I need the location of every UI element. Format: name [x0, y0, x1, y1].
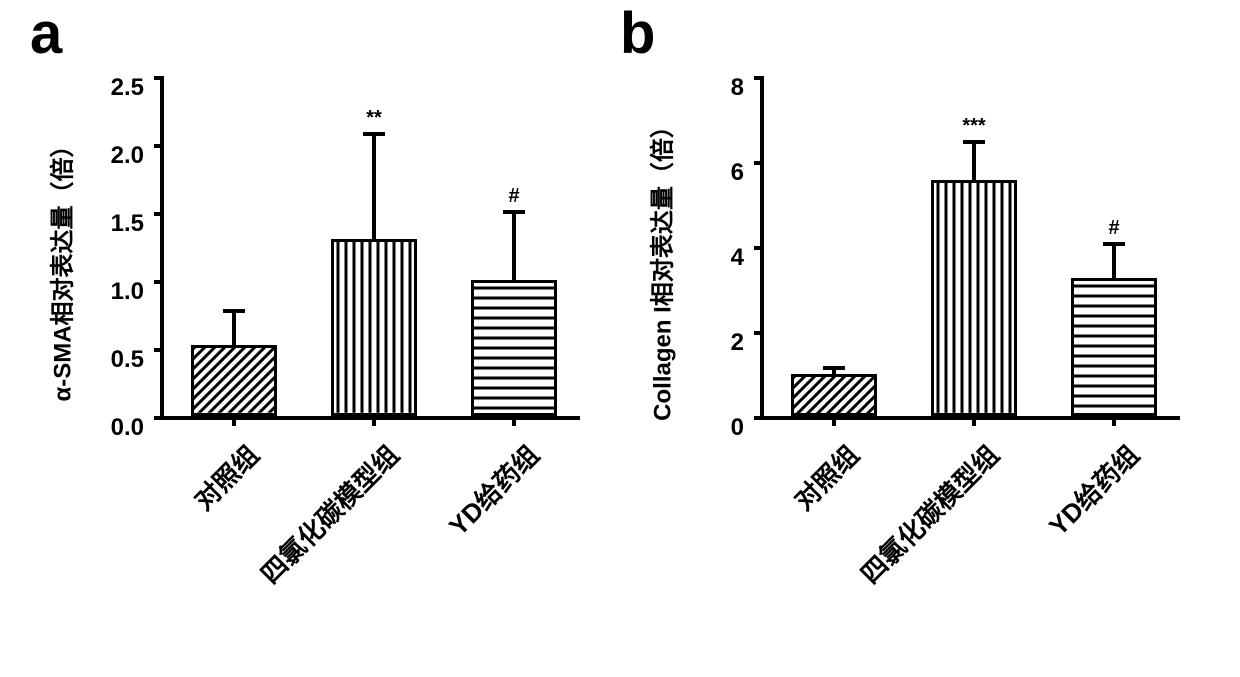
xtick-mark — [832, 416, 836, 426]
bar — [1071, 278, 1158, 416]
panel-letter: b — [620, 0, 655, 67]
panel-b: b 0 2 4 6 8 *** # Collagen I相对表达量（倍） 对照组四氯化碳模型组 YD… — [0, 0, 1240, 677]
ytick-mark — [754, 416, 764, 420]
ytick-mark — [754, 331, 764, 335]
x-category-label: 四氯化碳模型组 — [851, 436, 1006, 591]
ytick-label: 2 — [731, 329, 752, 357]
error-bar — [1112, 244, 1116, 278]
bar-pattern — [1074, 281, 1155, 413]
ytick-label: 6 — [731, 159, 752, 187]
significance-marker: *** — [934, 115, 1014, 138]
ytick-label: 4 — [731, 244, 752, 272]
error-cap — [823, 366, 845, 370]
error-cap — [1103, 242, 1125, 246]
bar — [791, 374, 878, 417]
error-cap — [963, 140, 985, 144]
significance-marker: # — [1074, 217, 1154, 240]
ytick-mark — [754, 161, 764, 165]
x-category-label: YD给药组 — [1039, 436, 1146, 543]
xtick-mark — [1112, 416, 1116, 426]
bar — [931, 180, 1018, 416]
ytick-mark — [754, 76, 764, 80]
bar-pattern — [934, 183, 1015, 413]
bar-pattern — [794, 377, 875, 414]
ytick-label: 0 — [731, 414, 752, 442]
plot-area: 02468***# — [760, 80, 1180, 420]
y-axis-label: Collagen I相对表达量（倍） — [643, 68, 678, 468]
ytick-mark — [754, 246, 764, 250]
ytick-label: 8 — [731, 74, 752, 102]
xtick-mark — [972, 416, 976, 426]
figure: a0.00.51.01.52.02.5**#α-SMA相对表达量（倍）对照组四氯… — [0, 0, 1240, 677]
x-category-label: 对照组 — [785, 436, 866, 517]
error-bar — [972, 142, 976, 180]
